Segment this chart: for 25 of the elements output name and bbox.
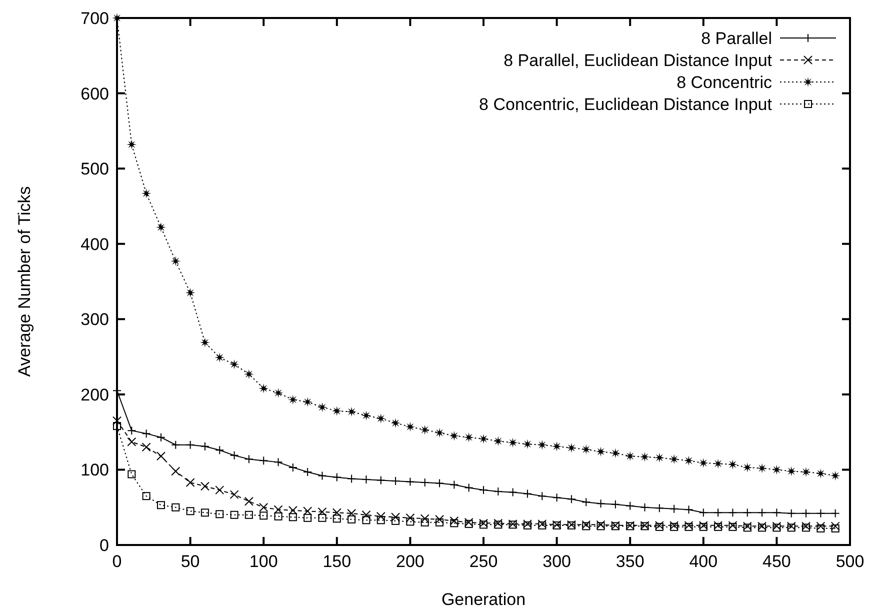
y-tick-label: 300	[80, 310, 109, 330]
x-tick-label: 300	[542, 552, 571, 571]
legend-label: 8 Parallel, Euclidean Distance Input	[504, 51, 772, 70]
x-tick-label: 500	[836, 552, 864, 571]
y-tick-label: 600	[80, 84, 109, 104]
legend-label: 8 Concentric, Euclidean Distance Input	[479, 95, 772, 114]
x-axis-title: Generation	[441, 590, 526, 609]
x-tick-label: 0	[112, 552, 122, 571]
x-tick-label: 200	[396, 552, 424, 571]
y-tick-label: 400	[80, 234, 109, 254]
x-tick-label: 50	[180, 552, 200, 571]
legend-label: 8 Concentric	[676, 73, 772, 92]
x-tick-label: 350	[616, 552, 644, 571]
x-tick-label: 400	[689, 552, 718, 571]
y-tick-label: 700	[80, 9, 109, 28]
y-tick-label: 200	[80, 385, 109, 404]
legend-label: 8 Parallel	[701, 29, 772, 48]
y-tick-label: 100	[80, 460, 109, 480]
x-tick-label: 100	[249, 552, 278, 571]
y-tick-label: 500	[80, 160, 109, 179]
x-tick-label: 150	[322, 552, 352, 571]
x-tick-label: 250	[469, 552, 498, 571]
x-tick-label: 450	[762, 552, 791, 571]
y-tick-label: 0	[100, 536, 109, 555]
y-axis-title: Average Number of Ticks	[15, 186, 34, 377]
